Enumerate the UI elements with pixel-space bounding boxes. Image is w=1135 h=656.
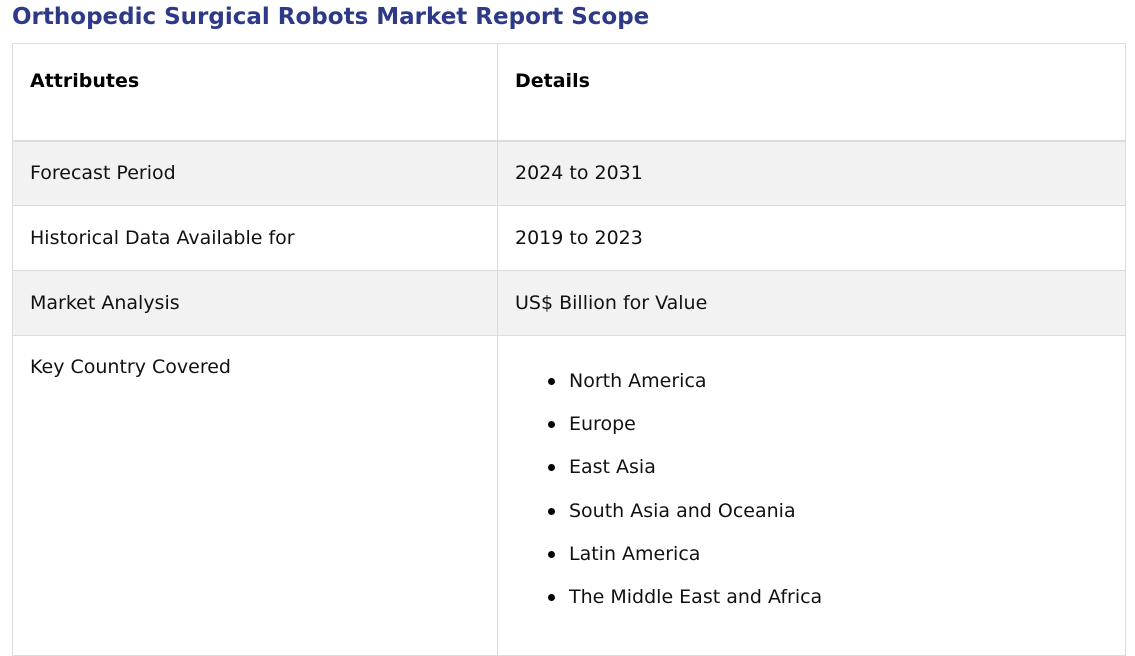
region-label: East Asia xyxy=(569,456,656,479)
detail-cell: North America Europe East Asia South Asi… xyxy=(497,335,1126,656)
bullet-icon xyxy=(548,378,555,385)
detail-cell: 2024 to 2031 xyxy=(497,140,1126,206)
table-row: Forecast Period 2024 to 2031 xyxy=(12,140,1126,206)
bullet-icon xyxy=(548,550,555,558)
attribute-cell: Market Analysis xyxy=(12,270,498,336)
list-item: North America xyxy=(548,360,1108,403)
detail-cell: US$ Billion for Value xyxy=(497,270,1126,336)
bullet-icon xyxy=(548,507,555,515)
region-label: South Asia and Oceania xyxy=(569,499,796,522)
list-item: The Middle East and Africa xyxy=(548,576,1108,619)
region-list: North America Europe East Asia South Asi… xyxy=(515,360,1108,619)
header-details: Details xyxy=(497,43,1126,142)
region-label: Latin America xyxy=(569,542,701,565)
bullet-icon xyxy=(548,593,555,601)
region-label: The Middle East and Africa xyxy=(569,585,823,608)
header-attributes: Attributes xyxy=(12,43,498,142)
table-header-row: Attributes Details xyxy=(12,43,1126,142)
report-scope-table: Attributes Details Forecast Period 2024 … xyxy=(12,43,1126,656)
list-item: South Asia and Oceania xyxy=(548,490,1108,533)
attribute-cell: Forecast Period xyxy=(12,140,498,206)
page-title: Orthopedic Surgical Robots Market Report… xyxy=(12,4,650,30)
bullet-icon xyxy=(548,464,555,472)
table-row: Key Country Covered North America Europe… xyxy=(12,335,1126,656)
list-item: Europe xyxy=(548,403,1108,446)
detail-cell: 2019 to 2023 xyxy=(497,205,1126,271)
bullet-icon xyxy=(548,421,555,429)
list-item: Latin America xyxy=(548,533,1108,576)
attribute-cell: Historical Data Available for xyxy=(12,205,498,271)
table-row: Market Analysis US$ Billion for Value xyxy=(12,270,1126,336)
attribute-cell: Key Country Covered xyxy=(12,335,498,656)
region-label: Europe xyxy=(569,413,636,436)
table-row: Historical Data Available for 2019 to 20… xyxy=(12,205,1126,271)
list-item: East Asia xyxy=(548,446,1108,489)
region-label: North America xyxy=(569,370,707,392)
